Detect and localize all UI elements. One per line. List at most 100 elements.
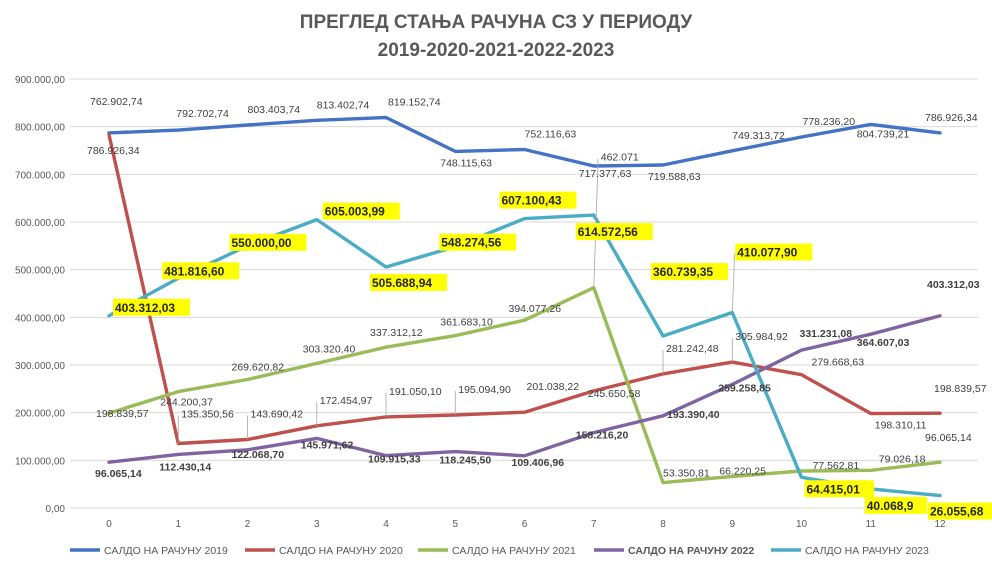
y-tick-label: 700.000,00 [15, 170, 65, 181]
data-label-highlight [322, 202, 400, 220]
gridlines [70, 78, 978, 509]
chart-title-line-2: 2019-2020-2021-2022-2023 [377, 40, 615, 61]
label-leader-lines [177, 158, 735, 444]
data-label: 64.415,01 [807, 482, 861, 496]
data-label: 118.245,50 [439, 455, 491, 467]
data-label: 109.406,96 [512, 457, 565, 469]
y-axis-tick-labels: 0,00 100.000,00 200.000,00 300.000,00 400.00… [15, 75, 65, 515]
data-label: 719.588,63 [648, 171, 701, 183]
x-tick-label: 10 [796, 519, 808, 530]
data-label: 462.071 [601, 152, 639, 164]
data-label: 145.971,62 [301, 439, 354, 451]
data-label-highlight [864, 496, 928, 514]
data-label: 813.402,74 [317, 99, 370, 111]
data-label: 279.668,63 [812, 357, 865, 369]
data-label: 201.038,22 [527, 381, 580, 393]
legend-label: САЛДО НА РАЧУНУ 2020 [279, 545, 403, 557]
legend-label: САЛДО НА РАЧУНУ 2021 [452, 545, 576, 557]
data-label: 804.739,21 [857, 128, 910, 140]
data-label: 53.350,81 [663, 468, 710, 480]
x-tick-label: 3 [314, 519, 320, 530]
data-label: 112.430,14 [159, 461, 211, 473]
y-tick-label: 100.000,00 [15, 456, 65, 467]
data-label-highlight [499, 191, 577, 209]
data-label-highlight [575, 223, 653, 241]
data-label: 77.562,81 [813, 460, 860, 472]
data-label: 748.115,63 [440, 157, 492, 169]
data-label: 143.690,42 [251, 409, 304, 421]
data-label-highlight [162, 262, 240, 280]
data-label-highlight [229, 233, 307, 251]
data-label: 26.055,68 [930, 505, 984, 519]
y-tick-label: 200.000,00 [15, 409, 65, 420]
data-label: 548.274,56 [441, 236, 501, 250]
series-line [107, 314, 942, 464]
data-label: 191.050,10 [389, 386, 442, 398]
data-label: 605.003,99 [325, 205, 385, 219]
data-label: 331.231,08 [800, 328, 853, 340]
data-label: 195.094,90 [458, 384, 511, 396]
data-label: 96.065,14 [925, 432, 972, 444]
chart-title-line-1: ПРЕГЛЕД СТАЊА РАЧУНА СЗ У ПЕРИОДУ [299, 12, 693, 33]
data-label: 337.312,12 [370, 327, 423, 339]
x-tick-label: 6 [522, 519, 528, 530]
data-label: 614.572,56 [578, 225, 638, 239]
data-label: 505.688,94 [372, 276, 432, 290]
data-label: 819.152,74 [388, 97, 441, 109]
x-axis-tick-labels: 0 1 2 3 4 5 6 7 8 9 10 11 12 [106, 519, 946, 530]
data-label: 158.216,20 [576, 430, 629, 442]
data-label: 803.403,74 [248, 104, 301, 116]
data-label: 172.454,97 [320, 395, 373, 407]
data-label: 198.310,11 [875, 419, 927, 431]
data-label: 198.839,57 [934, 383, 987, 395]
data-label: 762.902,74 [90, 96, 143, 108]
y-tick-label: 0,00 [46, 504, 66, 515]
series-line [107, 286, 942, 485]
data-label-highlight [439, 233, 517, 251]
y-tick-label: 500.000,00 [15, 266, 65, 277]
x-tick-label: 11 [866, 519, 877, 530]
data-label: 786.926,34 [87, 145, 140, 157]
x-tick-label: 5 [452, 519, 458, 530]
data-label: 269.620,82 [232, 361, 285, 373]
x-tick-label: 12 [934, 519, 946, 530]
data-label: 305.984,92 [735, 331, 788, 343]
data-label: 122.068,70 [232, 449, 285, 461]
data-label: 360.739,35 [653, 265, 713, 279]
data-label: 403.312,03 [115, 301, 175, 315]
data-label: 40.068,9 [867, 499, 914, 513]
data-label-highlight [651, 263, 728, 281]
data-label: 259.258,85 [718, 382, 771, 394]
data-label: 607.100,43 [502, 194, 562, 208]
data-label: 361.683,10 [440, 317, 493, 329]
data-label-highlight [735, 243, 813, 261]
data-label: 394.077,26 [509, 303, 562, 315]
label-leader-line [731, 253, 735, 313]
legend-label: САЛДО НА РАЧУНУ 2023 [805, 545, 929, 557]
data-label: 752.116,63 [525, 128, 577, 140]
data-label: 79.026,18 [879, 453, 926, 465]
data-label-highlight [804, 480, 875, 498]
data-label: 109.915,33 [368, 454, 421, 466]
data-label: 244.200,37 [160, 397, 213, 409]
data-label: 410.077,90 [737, 246, 797, 260]
x-tick-label: 7 [591, 519, 597, 530]
y-tick-label: 800.000,00 [15, 123, 65, 134]
data-label: 303.320,40 [303, 343, 356, 355]
data-label: 135.350,56 [181, 408, 234, 420]
data-labels: 786.926,34 792.702,74 803.403,74 813.402,74… [87, 96, 992, 520]
data-label: 550.000,00 [232, 236, 292, 250]
y-tick-label: 300.000,00 [15, 361, 65, 372]
data-label-highlight [113, 298, 190, 316]
data-label: 749.313,72 [732, 130, 785, 142]
y-tick-label: 900.000,00 [15, 75, 65, 86]
data-label: 198.839,57 [96, 408, 149, 420]
label-leader-line [593, 158, 599, 288]
x-tick-label: 4 [383, 519, 389, 530]
data-label: 717.377,63 [579, 168, 632, 180]
data-label-highlight [928, 502, 992, 520]
data-label: 245.650,58 [588, 388, 641, 400]
x-tick-label: 8 [660, 519, 666, 530]
data-label: 96.065,14 [95, 468, 142, 480]
